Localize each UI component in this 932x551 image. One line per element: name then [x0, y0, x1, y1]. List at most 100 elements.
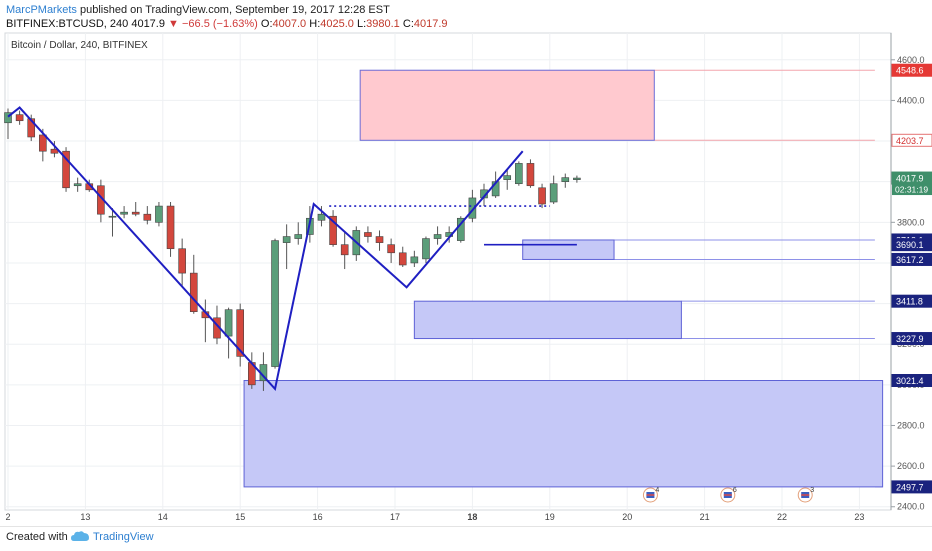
open-value: 4007.0	[272, 18, 307, 30]
zones	[243, 69, 884, 488]
candle-body	[526, 163, 535, 187]
candle-body	[561, 177, 570, 182]
chart-title: Bitcoin / Dollar, 240, BITFINEX	[11, 40, 148, 51]
price-label: 3617.2	[891, 252, 932, 266]
price-label-text: 3617.2	[896, 255, 924, 265]
candle-body	[15, 114, 24, 122]
symbol-name: BITFINEX:BTCUSD, 240	[6, 18, 129, 30]
price-zone	[243, 380, 884, 488]
x-tick-label: 22	[777, 512, 787, 522]
countdown-box	[892, 184, 932, 196]
high-label: H:	[309, 18, 321, 30]
candles	[4, 108, 581, 391]
price-change: −66.5 (−1.63%)	[182, 18, 258, 30]
event-flag-icon: 3	[797, 487, 814, 503]
footer: Created with TradingView	[0, 526, 932, 551]
y-tick-label: 2600.0	[897, 461, 925, 471]
author-link[interactable]: MarcPMarkets	[6, 4, 77, 16]
price-zone	[359, 69, 655, 141]
candle-body	[410, 256, 419, 264]
x-tick-label: 13	[80, 512, 90, 522]
price-label-text: 4548.6	[896, 66, 924, 76]
price-axis[interactable]: 2400.02600.02800.03000.03200.03400.03600…	[891, 55, 932, 512]
y-tick-label: 2800.0	[897, 420, 925, 430]
tradingview-brand[interactable]: TradingView	[93, 531, 154, 543]
price-label-box	[891, 63, 932, 77]
countdown-text: 02:31:19	[895, 185, 928, 195]
tradingview-cloud-icon[interactable]	[70, 530, 90, 544]
events: 4 6 3	[642, 487, 814, 503]
candle-body	[387, 244, 395, 254]
candle-body	[468, 197, 477, 219]
price-label-text: 3690.1	[896, 240, 924, 250]
event-count: 6	[733, 487, 737, 494]
candle-body	[329, 215, 337, 245]
candle-body	[364, 232, 372, 237]
x-tick-label: 14	[158, 512, 168, 522]
price-zone	[522, 239, 615, 260]
publish-text: published on TradingView.com, September …	[79, 4, 390, 16]
candle-body	[422, 238, 430, 260]
price-label-text: 2497.7	[896, 482, 924, 492]
created-with-text: Created with	[6, 531, 68, 543]
price-label-text: 3227.9	[896, 334, 924, 344]
price-label: 3021.4	[891, 374, 932, 387]
price-label-text: 3411.8	[896, 297, 923, 307]
y-tick-label: 4600.0	[897, 55, 925, 65]
candle-body	[236, 309, 244, 357]
price-label: 3690.1	[891, 238, 932, 252]
x-tick-label: 18	[467, 512, 477, 522]
y-tick-label: 3800.0	[897, 217, 925, 227]
candle-body	[375, 236, 384, 243]
x-tick-label: 21	[700, 512, 710, 522]
high-value: 4025.0	[320, 18, 354, 30]
candle-body	[398, 252, 407, 266]
candle-body	[143, 213, 152, 221]
candle-body	[73, 183, 82, 187]
event-flag-icon: 4	[642, 487, 659, 503]
price-label-box	[891, 374, 932, 387]
x-tick-label: 16	[313, 512, 323, 522]
trend-line	[7, 106, 524, 392]
candle-body	[224, 309, 233, 337]
candle-body	[282, 236, 291, 243]
candle-body	[503, 175, 512, 180]
price-label: 4017.902:31:19	[891, 171, 932, 196]
symbol-bar: BITFINEX:BTCUSD, 240 4017.9 ▼ −66.5 (−1.…	[6, 18, 448, 30]
candle-body	[39, 134, 47, 152]
x-tick-label: 19	[545, 512, 555, 522]
price-label: 4203.7	[891, 133, 932, 147]
candle-body	[178, 248, 186, 274]
candle-body	[515, 163, 523, 185]
drawings	[7, 106, 577, 392]
candle-body	[189, 272, 198, 313]
change-down-icon: ▼	[168, 18, 179, 30]
candle-body	[271, 240, 279, 367]
price-label: 4548.6	[891, 63, 932, 77]
candle-body	[433, 234, 442, 239]
close-value: 4017.9	[413, 18, 448, 30]
y-tick-label: 2400.0	[897, 502, 925, 512]
candle-body	[62, 150, 70, 189]
candle-body	[294, 234, 303, 239]
candle-body	[317, 213, 326, 221]
price-label: 3411.8	[891, 294, 932, 308]
x-tick-label: 20	[622, 512, 632, 522]
x-tick-label: 15	[235, 512, 245, 522]
time-axis[interactable]: 2 13 14 15 16 17 18 19 20 21 22 23	[5, 512, 864, 522]
price-label-box	[891, 238, 932, 252]
price-label: 3227.9	[891, 332, 932, 346]
price-label-box	[891, 332, 932, 346]
x-tick-label: 17	[390, 512, 400, 522]
price-zone	[413, 300, 682, 340]
low-label: L:	[356, 18, 367, 30]
price-label-box	[891, 480, 932, 494]
candle-body	[166, 205, 175, 250]
candle-body	[27, 118, 36, 138]
candle-body	[549, 183, 558, 203]
last-price: 4017.9	[131, 18, 165, 30]
candle-body	[340, 244, 349, 256]
price-label: 2497.7	[891, 480, 932, 494]
price-label-text: 3021.4	[896, 376, 924, 386]
